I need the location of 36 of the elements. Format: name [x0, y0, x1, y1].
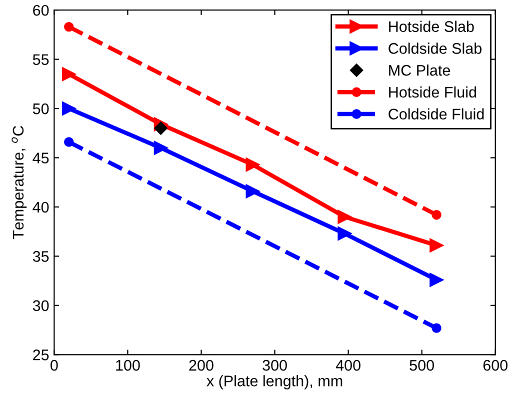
x-tick-label: 200 [189, 360, 214, 371]
x-tick-label: 300 [262, 360, 287, 371]
point [246, 184, 260, 198]
y-tick-label: 60 [33, 4, 49, 16]
legend-label: MC Plate [389, 64, 450, 76]
y-tick-label: 45 [32, 152, 49, 164]
point [430, 238, 444, 252]
point [64, 137, 74, 147]
x-tick-label: 0 [50, 360, 58, 371]
point [430, 272, 444, 287]
point [64, 22, 74, 32]
x-tick-label: 500 [410, 360, 434, 371]
legend-label: Hotside Slab [389, 20, 474, 32]
y-tick-label: 35 [32, 251, 49, 262]
x-tick-label: 100 [116, 360, 140, 371]
y-tick-label: 30 [32, 300, 49, 312]
x-axis-title: x (Plate length), mm [206, 375, 342, 390]
y-axis-title: Temperature, $^{o}$C [12, 126, 27, 240]
legend-label: Coldside Slab [388, 42, 482, 54]
y-tick-label: 55 [32, 54, 49, 65]
y-tick-label: 40 [32, 202, 49, 213]
y-tick-label: 25 [33, 350, 49, 360]
x-tick-label: 600 [483, 360, 508, 371]
point [154, 140, 168, 155]
legend-label: Coldside Fluid [388, 108, 484, 120]
x-tick-label: 400 [336, 360, 360, 371]
point [338, 210, 352, 224]
y-tick-label: 50 [32, 103, 49, 114]
point [154, 122, 168, 135]
point [246, 158, 260, 172]
point [338, 226, 352, 240]
point [432, 323, 442, 333]
point [432, 210, 442, 220]
point [62, 67, 76, 82]
point [62, 102, 76, 116]
legend-label: Hotside Fluid [389, 86, 476, 98]
